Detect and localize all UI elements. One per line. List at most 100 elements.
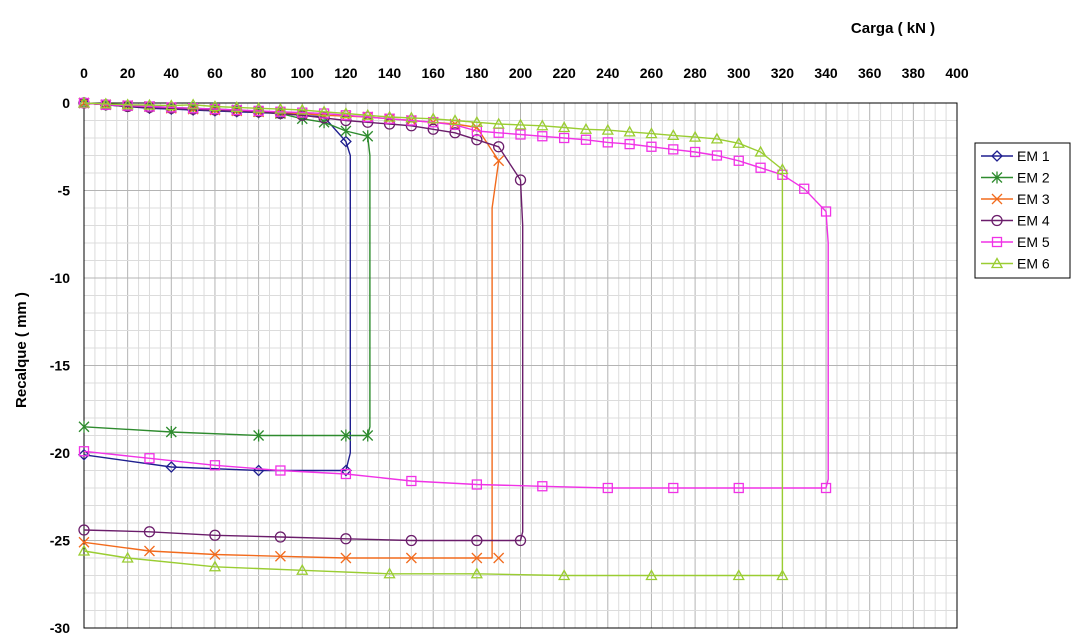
data-point <box>776 569 789 581</box>
data-point <box>471 479 483 490</box>
data-point <box>515 129 526 140</box>
data-point <box>602 482 613 494</box>
data-point <box>733 482 744 494</box>
data-point <box>471 552 483 564</box>
data-point <box>405 111 418 123</box>
data-point <box>122 100 133 111</box>
data-point <box>559 132 570 144</box>
data-point <box>470 115 483 127</box>
data-point <box>340 552 352 564</box>
data-point <box>448 114 462 126</box>
data-point <box>449 127 461 139</box>
data-point <box>209 549 221 560</box>
data-point <box>820 482 832 494</box>
data-point <box>471 134 483 146</box>
data-point <box>493 552 505 564</box>
y-axis-title: Recalque ( mm ) <box>13 292 30 408</box>
data-point <box>623 125 636 137</box>
data-point <box>537 131 548 142</box>
x-tick-label: 80 <box>251 65 267 81</box>
data-point <box>493 141 505 153</box>
legend-item: EM 1 <box>981 148 1050 164</box>
legend-marker <box>990 257 1004 269</box>
data-point <box>340 125 352 137</box>
data-point <box>755 162 766 173</box>
data-point <box>340 468 352 480</box>
legend-label: EM 2 <box>1017 170 1050 186</box>
data-point <box>144 101 155 112</box>
data-point <box>274 531 287 543</box>
data-point <box>668 144 679 155</box>
x-tick-label: 0 <box>80 65 88 81</box>
x-tick-labels: 0 20 40 60 80 100 120 140 160 180 200 220 240 260 280 3… <box>80 65 969 81</box>
data-point <box>340 533 352 545</box>
data-point <box>166 102 177 113</box>
series-line <box>83 102 829 489</box>
data-point <box>275 465 286 476</box>
data-point <box>471 534 483 547</box>
data-point <box>733 155 744 166</box>
series-layer <box>77 96 832 581</box>
data-point <box>405 534 418 547</box>
series-line <box>83 102 784 577</box>
data-point <box>340 110 352 121</box>
data-point <box>208 560 222 572</box>
data-point <box>514 118 527 130</box>
data-point <box>602 137 613 148</box>
legend-item: EM 3 <box>981 191 1050 207</box>
x-tick-label: 180 <box>465 65 489 81</box>
x-tick-label: 140 <box>378 65 402 81</box>
data-point <box>208 100 222 112</box>
data-point <box>776 163 789 175</box>
data-point <box>252 101 265 113</box>
x-tick-label: 320 <box>771 65 795 81</box>
series-em-6 <box>77 96 789 581</box>
legend: EM 1 EM 2 EM 3 EM 4 EM 5 EM 6 <box>974 142 1071 279</box>
data-point <box>536 119 549 131</box>
data-point <box>78 524 90 536</box>
legend-box <box>974 142 1071 279</box>
data-point <box>427 112 440 124</box>
data-point <box>274 550 286 562</box>
x-tick-label: 60 <box>207 65 223 81</box>
legend-label: EM 6 <box>1017 256 1050 272</box>
data-point <box>317 105 331 117</box>
data-point <box>667 129 680 141</box>
data-point <box>384 113 395 124</box>
x-tick-label: 160 <box>422 65 446 81</box>
data-point <box>493 155 505 167</box>
data-point <box>361 108 374 120</box>
data-point <box>340 429 352 442</box>
data-point <box>121 551 134 563</box>
data-point <box>754 145 767 157</box>
y-tick-label: -20 <box>50 445 70 461</box>
data-point <box>99 97 112 109</box>
y-tick-label: -30 <box>50 620 70 636</box>
y-tick-label: -5 <box>58 183 71 199</box>
y-tick-label: -25 <box>50 533 70 549</box>
x-tick-label: 400 <box>945 65 969 81</box>
legend-label: EM 1 <box>1017 148 1050 164</box>
data-point <box>427 123 439 135</box>
data-point <box>143 526 156 538</box>
data-point <box>514 174 527 186</box>
data-point <box>688 130 702 142</box>
data-point <box>230 101 243 113</box>
data-point <box>78 420 90 433</box>
data-point <box>78 536 90 548</box>
data-point <box>77 96 91 108</box>
legend-marker <box>991 171 1003 184</box>
x-tick-label: 380 <box>902 65 926 81</box>
data-point <box>383 567 396 579</box>
data-point <box>624 138 635 150</box>
data-point <box>144 453 155 464</box>
data-point <box>362 130 374 143</box>
x-tick-label: 340 <box>814 65 838 81</box>
data-point <box>209 460 221 471</box>
data-point <box>820 206 832 217</box>
data-point <box>165 426 177 438</box>
legend-marker <box>991 214 1003 227</box>
legend-item: EM 5 <box>981 234 1050 250</box>
data-point <box>668 482 679 494</box>
data-point <box>209 529 221 541</box>
